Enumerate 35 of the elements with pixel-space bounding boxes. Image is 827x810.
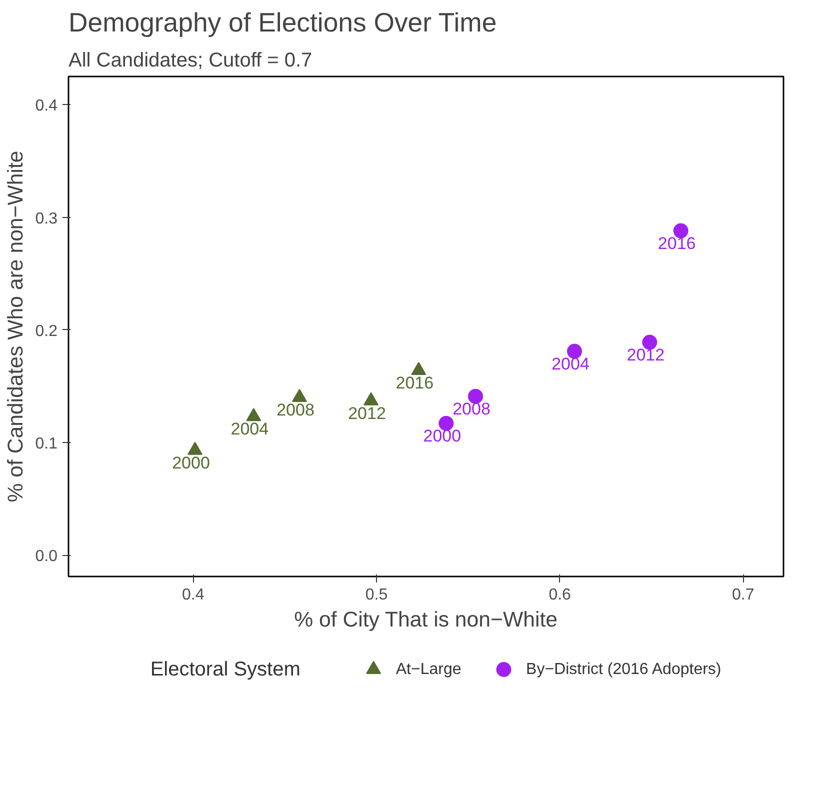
- annotation: 2016: [658, 234, 696, 253]
- point: [364, 392, 378, 406]
- legend-label: At−Large: [396, 661, 462, 678]
- x-axis-title: % of City That is non−White: [294, 608, 558, 632]
- point: [411, 362, 426, 375]
- y-axis-title: % of Candidates Who are non−White: [3, 150, 28, 502]
- x-tick-label: 0.4: [182, 586, 204, 604]
- point: [673, 223, 688, 238]
- annotation: 2016: [396, 373, 434, 392]
- annotation: 2012: [626, 345, 665, 364]
- legend-label: By−District (2016 Adopters): [526, 661, 722, 678]
- annotation: 2012: [348, 404, 386, 423]
- annotation: 2004: [230, 420, 269, 439]
- point: [468, 388, 483, 404]
- y-tick-label: 0.3: [35, 210, 58, 228]
- point: [188, 442, 202, 455]
- point: [246, 408, 262, 422]
- x-tick-label: 0.7: [732, 586, 754, 604]
- y-tick-label: 0.0: [35, 548, 58, 566]
- chart-title: Demography of Elections Over Time: [68, 8, 497, 38]
- point: [567, 344, 582, 359]
- chart-subtitle: All Candidates; Cutoff = 0.7: [68, 50, 312, 72]
- x-tick-label: 0.6: [548, 586, 572, 604]
- legend-title: Electoral System: [150, 658, 300, 680]
- annotation: 2008: [276, 400, 314, 420]
- y-tick-label: 0.2: [35, 322, 58, 340]
- annotation: 2008: [452, 399, 490, 418]
- y-tick-label: 0.4: [35, 98, 58, 115]
- annotation: 2004: [552, 354, 590, 374]
- point: [292, 388, 307, 402]
- annotation: 2000: [172, 453, 210, 472]
- x-tick-label: 0.5: [365, 586, 388, 604]
- y-tick-label: 0.1: [35, 435, 58, 452]
- point: [642, 334, 658, 350]
- annotation: 2000: [423, 426, 462, 446]
